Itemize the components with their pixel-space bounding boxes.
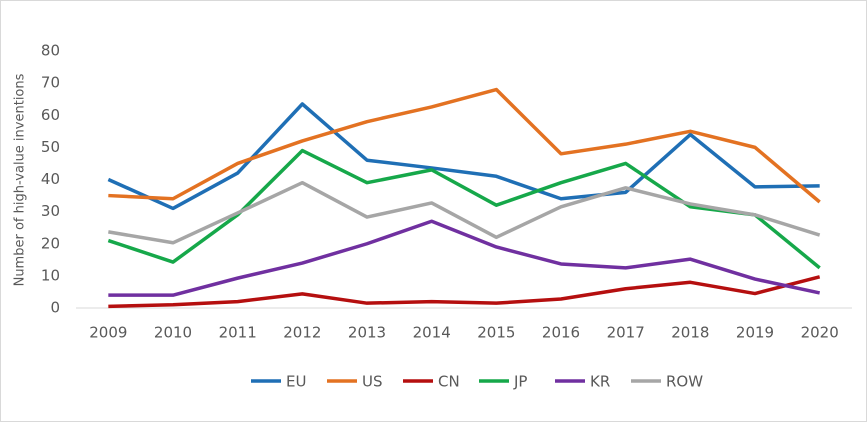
legend-label: KR xyxy=(590,373,610,391)
x-tick-label: 2011 xyxy=(219,324,257,342)
x-tick-label: 2019 xyxy=(736,324,774,342)
series-line xyxy=(108,180,821,245)
x-tick-label: 2009 xyxy=(89,324,127,342)
x-tick-label: 2013 xyxy=(348,324,386,342)
y-tick-label: 60 xyxy=(41,106,60,124)
legend-label: ROW xyxy=(666,373,703,391)
x-tick-label: 2020 xyxy=(801,324,839,342)
x-tick-label: 2012 xyxy=(283,324,321,342)
x-tick-label: 2017 xyxy=(607,324,645,342)
x-tick-label: 2015 xyxy=(477,324,515,342)
y-tick-label: 0 xyxy=(50,299,60,317)
legend-label: US xyxy=(362,373,383,391)
y-tick-label: 30 xyxy=(41,202,60,220)
y-tick-label: 70 xyxy=(41,74,60,92)
y-tick-label: 80 xyxy=(41,42,60,60)
x-tick-label: 2014 xyxy=(413,324,451,342)
x-tick-label: 2010 xyxy=(154,324,192,342)
series-line xyxy=(108,219,821,297)
legend-label: CN xyxy=(438,373,460,391)
series-line xyxy=(107,148,821,270)
x-tick-label: 2018 xyxy=(671,324,709,342)
series-line xyxy=(108,275,821,309)
legend-label: JP xyxy=(513,373,527,391)
legend-label: EU xyxy=(286,373,306,391)
y-tick-label: 10 xyxy=(41,266,60,284)
x-tick-label: 2016 xyxy=(542,324,580,342)
series-line xyxy=(108,87,821,204)
y-tick-label: 50 xyxy=(41,138,60,156)
y-tick-label: 40 xyxy=(41,170,60,188)
series-line xyxy=(107,102,820,211)
y-axis-label: Number of high-value inventions xyxy=(13,73,28,286)
y-tick-label: 20 xyxy=(41,234,60,252)
